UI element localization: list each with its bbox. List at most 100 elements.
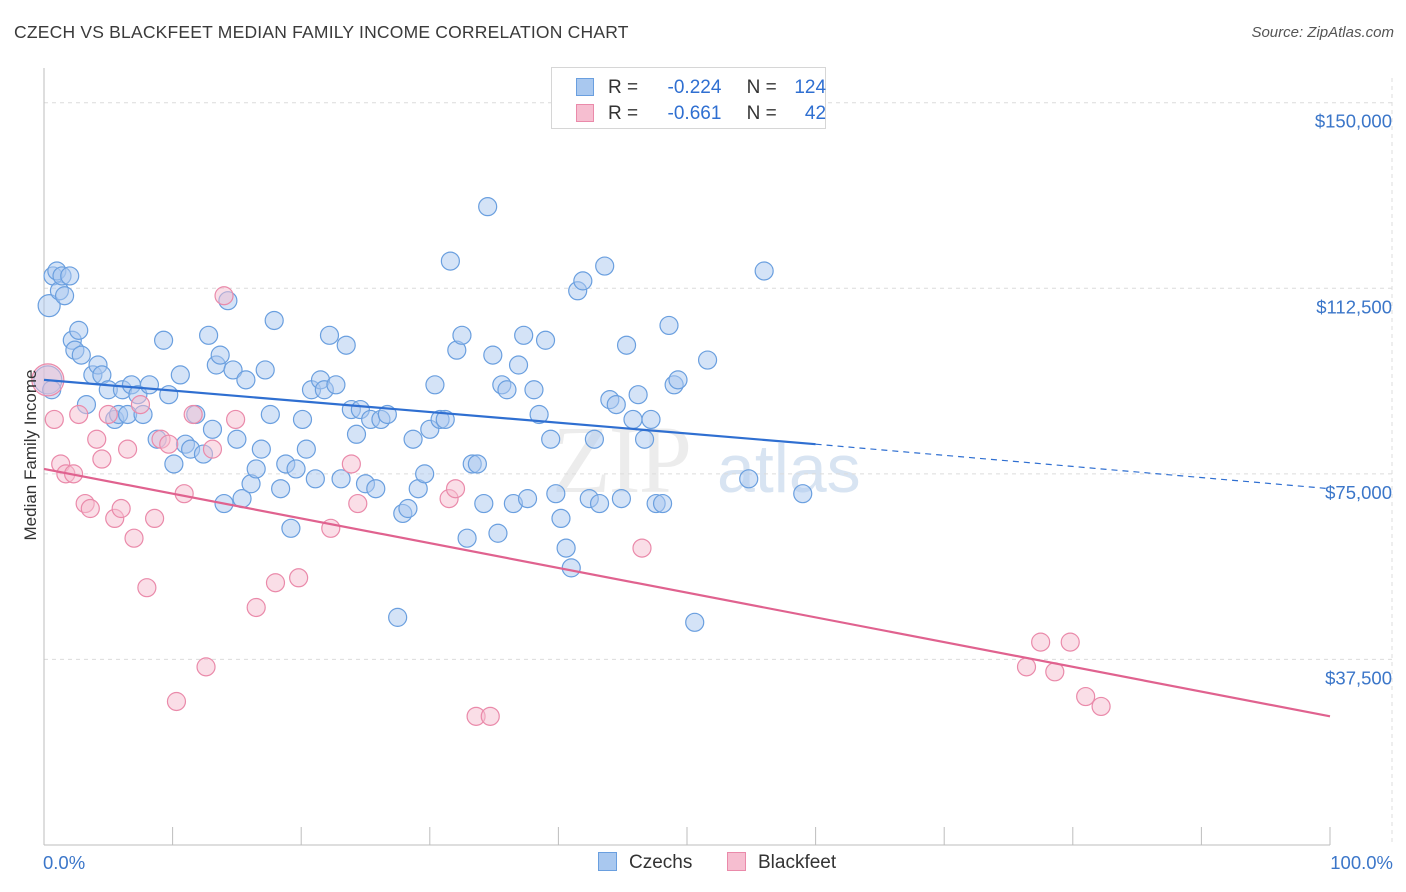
czechs-r-value: -0.224 <box>667 77 722 98</box>
czechs-point <box>535 330 556 350</box>
czechs-point <box>326 375 346 395</box>
blackfeet-point <box>117 439 138 459</box>
blackfeet-point <box>69 404 89 425</box>
czechs-point <box>260 404 280 425</box>
czechs-point <box>517 489 538 509</box>
czechs-point <box>37 294 61 318</box>
legend-row-czechs: R = -0.224 N = 124 <box>576 77 826 99</box>
czechs-point <box>739 469 759 489</box>
y-tick-label: $150,000 <box>1315 111 1392 132</box>
czechs-point <box>623 409 643 430</box>
czechs-point <box>202 419 223 439</box>
legend-n-label: N = <box>746 103 777 124</box>
czechs-point <box>336 335 356 355</box>
czechs-point <box>641 409 661 430</box>
czechs-point <box>754 261 774 281</box>
y-tick-label: $112,500 <box>1316 296 1392 317</box>
czechs-point <box>524 380 544 400</box>
czechs-point <box>488 523 508 543</box>
czechs-point <box>251 439 271 459</box>
czechs-point <box>286 459 306 479</box>
czechs-point <box>595 256 615 276</box>
czechs-point <box>497 380 517 400</box>
czechs-point <box>584 429 605 449</box>
czechs-point <box>403 429 423 449</box>
czechs-legend-icon <box>598 852 617 871</box>
czechs-point <box>366 479 386 499</box>
blackfeet-point <box>202 439 223 459</box>
y-tick-label: $37,500 <box>1325 667 1392 688</box>
czechs-point <box>139 375 160 395</box>
czechs-point <box>415 464 435 484</box>
blackfeet-point <box>1016 657 1037 677</box>
czechs-point <box>440 251 460 271</box>
chart-title: CZECH VS BLACKFEET MEDIAN FAMILY INCOME … <box>14 22 629 42</box>
blackfeet-n-value: 42 <box>804 103 827 124</box>
blackfeet-point <box>226 409 246 430</box>
blackfeet-point <box>196 657 216 677</box>
czechs-point <box>529 404 549 425</box>
czechs-trend-extension <box>815 443 1331 490</box>
czechs-point <box>589 493 610 514</box>
czechs-point <box>319 325 340 345</box>
y-tick-label: $75,000 <box>1325 482 1392 503</box>
blackfeet-point <box>214 286 234 306</box>
czechs-point <box>210 345 230 365</box>
czechs-point <box>331 469 351 489</box>
blackfeet-swatch-icon <box>576 104 594 122</box>
blackfeet-point <box>130 394 151 415</box>
czechs-point <box>606 394 626 415</box>
blackfeet-point <box>1091 696 1111 717</box>
blackfeet-point <box>445 479 466 499</box>
czechs-legend-label: Czechs <box>629 852 693 873</box>
czechs-point <box>54 286 75 306</box>
czechs-point <box>71 345 91 365</box>
chart-source: Source: ZipAtlas.com <box>1251 24 1394 41</box>
czechs-point <box>628 385 648 405</box>
czechs-point <box>474 493 494 514</box>
czechs-point <box>616 335 637 355</box>
watermark-atlas: atlas <box>717 431 861 507</box>
czechs-point <box>170 365 190 385</box>
czechs-n-value: 124 <box>794 77 827 98</box>
blackfeet-r-value: -0.661 <box>667 103 722 124</box>
blackfeet-point <box>341 454 361 474</box>
bottom-legend-blackfeet: Blackfeet <box>727 852 836 874</box>
czechs-point <box>546 484 566 504</box>
czechs-point <box>398 498 418 519</box>
legend-row-blackfeet: R = -0.661 N = 42 <box>576 103 826 125</box>
blackfeet-point <box>87 429 107 449</box>
czechs-point <box>255 360 275 380</box>
trend-lines <box>43 378 1331 718</box>
blackfeet-point <box>289 568 309 588</box>
czechs-point <box>223 360 243 380</box>
blackfeet-point <box>632 538 652 558</box>
czechs-point <box>159 385 179 405</box>
czechs-point <box>652 493 673 514</box>
czechs-point <box>483 345 503 365</box>
czechs-point <box>514 325 534 345</box>
blackfeet-point <box>480 706 500 726</box>
czechs-point <box>556 538 576 558</box>
czechs-point <box>305 469 325 489</box>
czechs-point <box>668 370 688 390</box>
czechs-point <box>452 325 472 345</box>
axes <box>43 68 1331 846</box>
czechs-point <box>457 528 477 548</box>
czechs-point <box>271 479 291 499</box>
czechs-point <box>685 612 705 632</box>
czechs-point <box>377 404 397 425</box>
czechs-point <box>425 375 445 395</box>
czechs-point <box>199 325 219 345</box>
x-tick-label: 100.0% <box>1330 852 1393 873</box>
correlation-legend: R = -0.224 N = 124 R = -0.661 N = 42 <box>551 67 826 129</box>
blackfeet-point <box>137 578 157 598</box>
czechs-point <box>611 489 632 509</box>
czechs-point <box>561 558 581 578</box>
tick-labels: $37,500 $75,000 $112,500 $150,000 0.0% 100.0% <box>43 111 1393 873</box>
blackfeet-point <box>124 528 144 548</box>
blackfeet-point <box>183 404 203 425</box>
czechs-point <box>60 266 80 286</box>
czechs-point <box>467 454 487 474</box>
